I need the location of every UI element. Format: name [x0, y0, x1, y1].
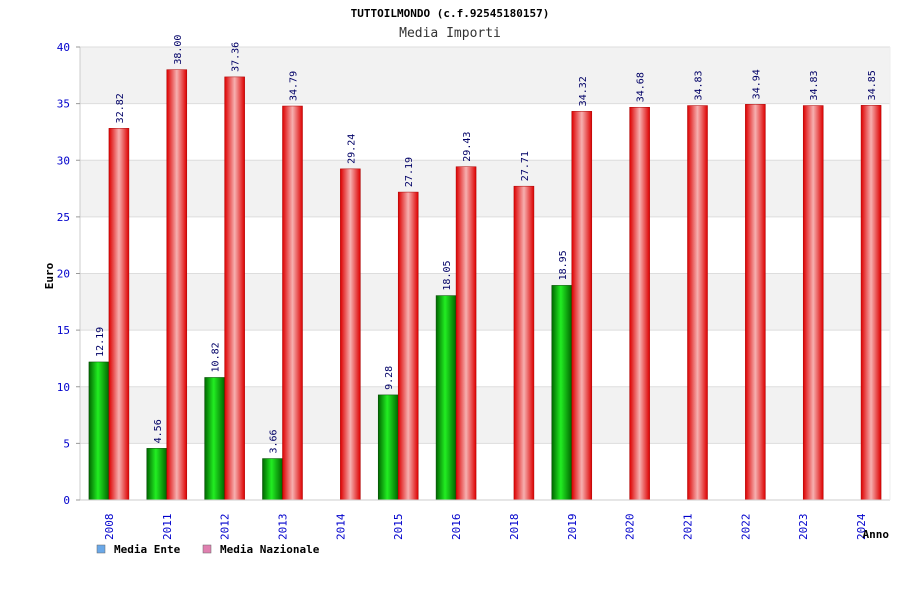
bar-media-ente: [204, 377, 225, 501]
data-label: 34.32: [578, 76, 589, 106]
data-label: 12.19: [95, 327, 106, 357]
grid-band: [80, 330, 890, 387]
grid-band: [80, 386, 890, 444]
data-label: 29.43: [462, 132, 473, 162]
legend-swatch: [96, 544, 106, 554]
y-tick-label: 5: [63, 437, 70, 450]
x-tick-label: 2014: [334, 513, 347, 540]
data-label: 18.05: [442, 260, 453, 290]
bar-media-ente: [262, 458, 283, 501]
grid-band: [80, 103, 890, 161]
bar-media-nazionale: [513, 185, 535, 501]
x-tick-label: 2008: [103, 514, 116, 541]
y-tick-label: 0: [63, 494, 70, 507]
x-tick-label: 2015: [392, 514, 405, 541]
bar-media-nazionale: [571, 111, 593, 501]
bar-media-nazionale: [224, 76, 245, 501]
bar-media-nazionale: [340, 168, 361, 501]
x-tick-label: 2013: [277, 514, 290, 541]
x-axis-label: Anno: [863, 528, 890, 541]
bar-media-nazionale: [745, 104, 766, 501]
bar-media-ente: [146, 448, 168, 501]
grid-band: [80, 443, 890, 500]
x-tick-label: 2012: [219, 514, 232, 541]
x-tick-label: 2016: [450, 514, 463, 541]
data-label: 32.82: [115, 93, 126, 123]
data-labels: 12.19 32.82 4.56 38.00 10.82 37.36 3.66 34.79 29…: [95, 35, 878, 454]
x-tick-label: 2023: [797, 514, 810, 541]
bar-media-nazionale: [455, 166, 477, 501]
chart-title: TUTTOILMONDO (c.f.92545180157): [351, 7, 550, 20]
y-tick-label: 35: [57, 98, 70, 111]
legend-label: Media Nazionale: [220, 543, 320, 556]
y-axis-label: Euro: [43, 262, 56, 289]
data-label: 3.66: [269, 429, 280, 453]
data-label: 29.24: [346, 134, 357, 164]
x-tick-label: 2011: [161, 514, 174, 541]
data-label: 37.36: [231, 42, 242, 72]
data-label: 34.83: [809, 70, 820, 100]
y-axis-ticks: 0 5 10 15 20 25 30 35 40: [57, 41, 80, 507]
bar-media-nazionale: [860, 105, 882, 501]
y-tick-label: 40: [57, 41, 70, 54]
bar-media-nazionale: [397, 191, 419, 501]
data-label: 34.68: [636, 72, 647, 102]
bar-media-ente: [377, 394, 399, 501]
legend-label: Media Ente: [114, 543, 181, 556]
data-label: 34.85: [867, 70, 878, 100]
data-label: 34.94: [751, 69, 762, 99]
y-tick-label: 25: [57, 211, 70, 224]
bars: [88, 69, 882, 501]
data-label: 10.82: [211, 342, 222, 372]
x-tick-label: 2018: [508, 514, 521, 541]
data-label: 38.00: [173, 35, 184, 65]
bar-media-nazionale: [629, 106, 650, 501]
data-label: 27.19: [404, 157, 415, 187]
grid-band: [80, 47, 890, 104]
grid-band: [80, 273, 890, 331]
x-axis-ticks: 2008 2011 2012 2013 2014 2015 2016 2018 2019 2020…: [103, 513, 868, 540]
data-label: 34.83: [694, 70, 705, 100]
bar-media-ente: [551, 285, 573, 501]
chart-subtitle: Media Importi: [399, 26, 501, 41]
y-tick-label: 10: [57, 381, 70, 394]
grid-band: [80, 216, 890, 274]
x-tick-label: 2019: [566, 514, 579, 541]
y-tick-label: 15: [57, 324, 70, 337]
x-tick-label: 2020: [624, 514, 637, 541]
x-tick-label: 2024: [855, 513, 868, 540]
data-label: 18.95: [558, 250, 569, 280]
bar-media-nazionale: [108, 128, 130, 501]
bar-media-nazionale: [802, 105, 824, 501]
bar-media-nazionale: [687, 105, 708, 501]
grid-band: [80, 160, 890, 217]
data-label: 34.79: [289, 71, 300, 101]
bar-media-ente: [435, 295, 457, 501]
y-tick-label: 30: [57, 154, 70, 167]
data-label: 9.28: [384, 366, 395, 390]
bar-media-nazionale: [282, 105, 303, 501]
bar-media-ente: [88, 361, 110, 501]
x-tick-label: 2021: [682, 514, 695, 541]
y-tick-label: 20: [57, 268, 70, 281]
data-label: 4.56: [153, 419, 164, 443]
data-label: 27.71: [520, 151, 531, 181]
legend-swatch: [202, 544, 212, 554]
x-tick-label: 2022: [739, 514, 752, 541]
bar-media-nazionale: [166, 69, 188, 501]
legend: Media Ente Media Nazionale: [96, 543, 320, 556]
